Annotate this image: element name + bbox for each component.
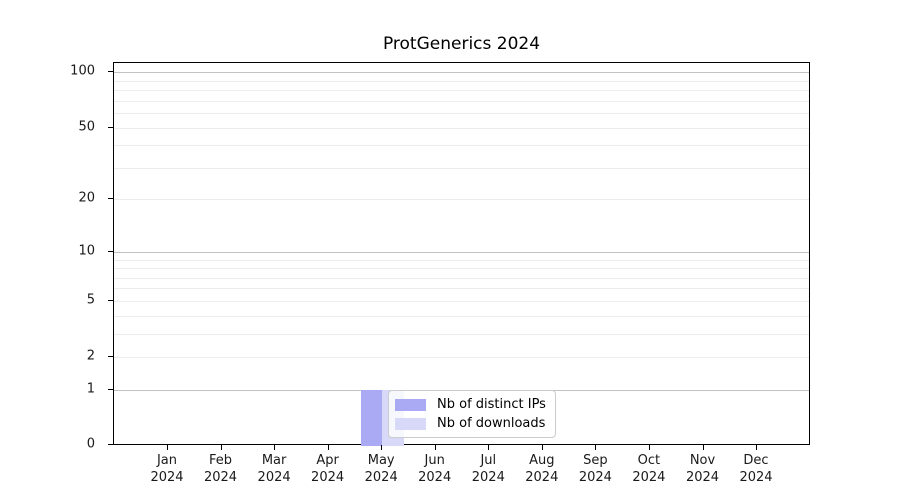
- chart-title: ProtGenerics 2024: [382, 34, 541, 54]
- x-tick-mark-nov-2024: [702, 445, 704, 450]
- gridline-8: [114, 268, 809, 269]
- y-tick-mark-20: [108, 198, 113, 200]
- y-tick-mark-50: [108, 126, 113, 128]
- x-tick-mark-jun-2024: [434, 445, 436, 450]
- y-tick-label-100: 100: [70, 63, 95, 79]
- x-tick-label-jul-2024: Jul 2024: [471, 453, 505, 485]
- x-tick-mark-jan-2024: [167, 445, 168, 450]
- y-tick-mark-1: [108, 388, 113, 390]
- gridline-50: [114, 127, 809, 129]
- x-tick-mark-apr-2024: [327, 445, 329, 450]
- y-tick-label-0: 0: [86, 436, 95, 452]
- gridline-80: [114, 90, 809, 91]
- gridline-5: [114, 300, 809, 302]
- y-tick-mark-2: [108, 356, 113, 357]
- x-tick-mark-sep-2024: [595, 445, 597, 450]
- legend-label: Nb of distinct IPs: [437, 397, 546, 412]
- y-tick-mark-100: [108, 71, 113, 73]
- gridline-2: [114, 357, 809, 358]
- plot-area: Nb of distinct IPs Nb of downloads: [113, 62, 810, 446]
- y-tick-mark-5: [108, 299, 113, 301]
- x-tick-label-mar-2024: Mar 2024: [257, 453, 291, 485]
- gridline-10: [114, 251, 809, 253]
- x-tick-label-sep-2024: Sep 2024: [578, 453, 612, 485]
- gridline-9: [114, 259, 809, 261]
- x-tick-label-jun-2024: Jun 2024: [418, 453, 452, 485]
- x-tick-label-oct-2024: Oct 2024: [632, 453, 666, 485]
- y-tick-label-2: 2: [86, 348, 95, 364]
- x-tick-mark-jul-2024: [488, 445, 490, 450]
- x-tick-label-apr-2024: Apr 2024: [311, 453, 345, 485]
- x-tick-label-aug-2024: Aug 2024: [525, 453, 559, 485]
- x-tick-label-jan-2024: Jan 2024: [150, 453, 184, 485]
- bar-nb-of-distinct-ips-may-2024: [360, 389, 383, 446]
- legend-item: Nb of downloads: [395, 416, 546, 431]
- x-tick-mark-feb-2024: [220, 445, 222, 450]
- gridline-100: [114, 72, 809, 74]
- y-tick-label-1: 1: [86, 381, 95, 397]
- y-tick-label-20: 20: [78, 190, 95, 206]
- x-tick-label-dec-2024: Dec 2024: [739, 453, 773, 485]
- gridline-20: [114, 199, 809, 201]
- x-tick-label-may-2024: May 2024: [364, 453, 398, 485]
- gridline-3: [114, 333, 809, 335]
- x-tick-label-nov-2024: Nov 2024: [685, 453, 720, 485]
- x-tick-mark-dec-2024: [756, 445, 757, 450]
- gridline-70: [114, 100, 809, 102]
- y-tick-mark-0: [108, 444, 113, 445]
- y-tick-label-50: 50: [78, 119, 95, 134]
- legend-swatch-icon: [395, 398, 426, 411]
- x-tick-label-feb-2024: Feb 2024: [203, 453, 238, 485]
- legend-label: Nb of downloads: [437, 416, 546, 431]
- y-tick-label-5: 5: [86, 292, 95, 308]
- gridline-30: [114, 167, 809, 169]
- gridline-7: [114, 277, 809, 279]
- x-tick-mark-may-2024: [381, 445, 383, 450]
- gridline-4: [114, 315, 809, 317]
- x-tick-mark-aug-2024: [541, 445, 543, 450]
- y-tick-mark-10: [108, 250, 113, 252]
- legend-item: Nb of distinct IPs: [395, 397, 546, 412]
- legend: Nb of distinct IPs Nb of downloads: [388, 390, 556, 438]
- x-tick-mark-mar-2024: [274, 445, 276, 450]
- gridline-40: [114, 145, 809, 147]
- y-tick-label-10: 10: [78, 243, 95, 259]
- legend-swatch-icon: [395, 417, 426, 430]
- gridline-90: [114, 80, 809, 82]
- x-tick-mark-oct-2024: [648, 445, 650, 450]
- gridline-6: [114, 288, 809, 290]
- gridline-60: [114, 112, 809, 114]
